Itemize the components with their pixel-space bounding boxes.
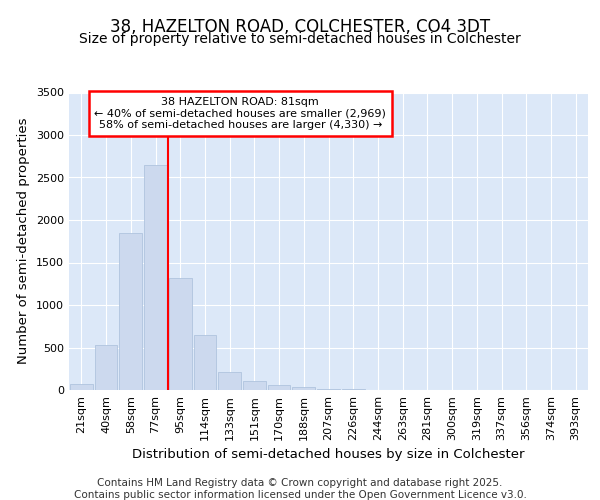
Text: 38 HAZELTON ROAD: 81sqm
← 40% of semi-detached houses are smaller (2,969)
58% of: 38 HAZELTON ROAD: 81sqm ← 40% of semi-de…: [94, 97, 386, 130]
Bar: [268, 385, 290, 390]
Bar: [243, 380, 266, 390]
Text: Size of property relative to semi-detached houses in Colchester: Size of property relative to semi-detach…: [79, 32, 521, 46]
Bar: [119, 233, 142, 390]
Bar: [218, 372, 241, 390]
Bar: [169, 278, 191, 390]
Bar: [317, 389, 340, 390]
Bar: [95, 345, 118, 390]
Bar: [144, 165, 167, 390]
Bar: [194, 335, 216, 390]
Y-axis label: Number of semi-detached properties: Number of semi-detached properties: [17, 118, 31, 364]
Text: 38, HAZELTON ROAD, COLCHESTER, CO4 3DT: 38, HAZELTON ROAD, COLCHESTER, CO4 3DT: [110, 18, 490, 36]
Bar: [70, 384, 93, 390]
Text: Contains public sector information licensed under the Open Government Licence v3: Contains public sector information licen…: [74, 490, 526, 500]
Text: Contains HM Land Registry data © Crown copyright and database right 2025.: Contains HM Land Registry data © Crown c…: [97, 478, 503, 488]
Bar: [292, 386, 315, 390]
X-axis label: Distribution of semi-detached houses by size in Colchester: Distribution of semi-detached houses by …: [132, 448, 525, 462]
